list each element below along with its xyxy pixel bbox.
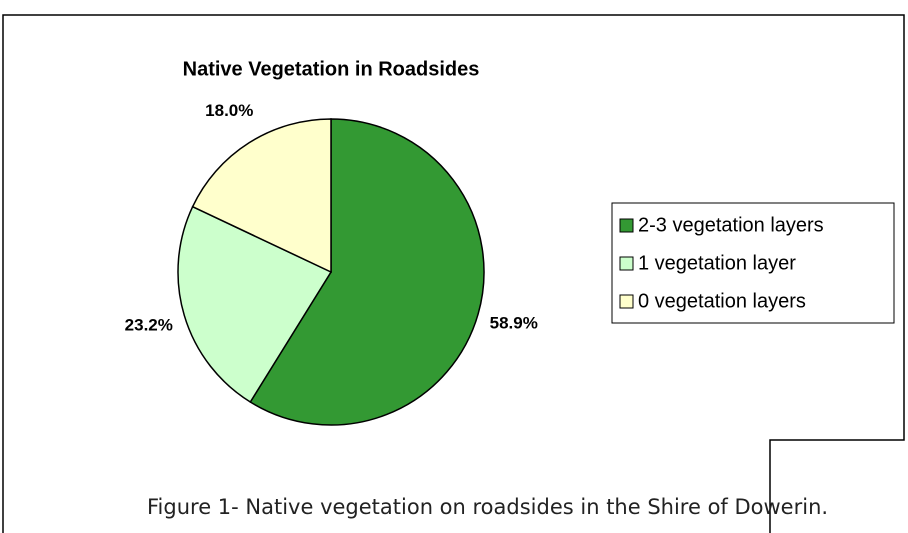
legend-swatch [619,294,634,309]
chart-title: Native Vegetation in Roadsides [183,58,480,80]
legend-swatch [619,218,634,233]
pie-slice [191,118,332,274]
legend-label: 1 vegetation layer [638,252,796,274]
data-label: 18.0% [205,101,253,120]
legend-label: 2-3 vegetation layers [638,214,824,236]
pie-slice [177,205,333,404]
legend-swatch [619,256,634,271]
frame [2,14,905,533]
caption: Figure 1- Native vegetation on roadsides… [147,495,828,519]
pie-slice [249,118,485,426]
legend-box [611,202,895,324]
data-label: 58.9% [490,314,538,333]
data-label: 23.2% [125,315,173,334]
legend-label: 0 vegetation layers [638,290,806,312]
